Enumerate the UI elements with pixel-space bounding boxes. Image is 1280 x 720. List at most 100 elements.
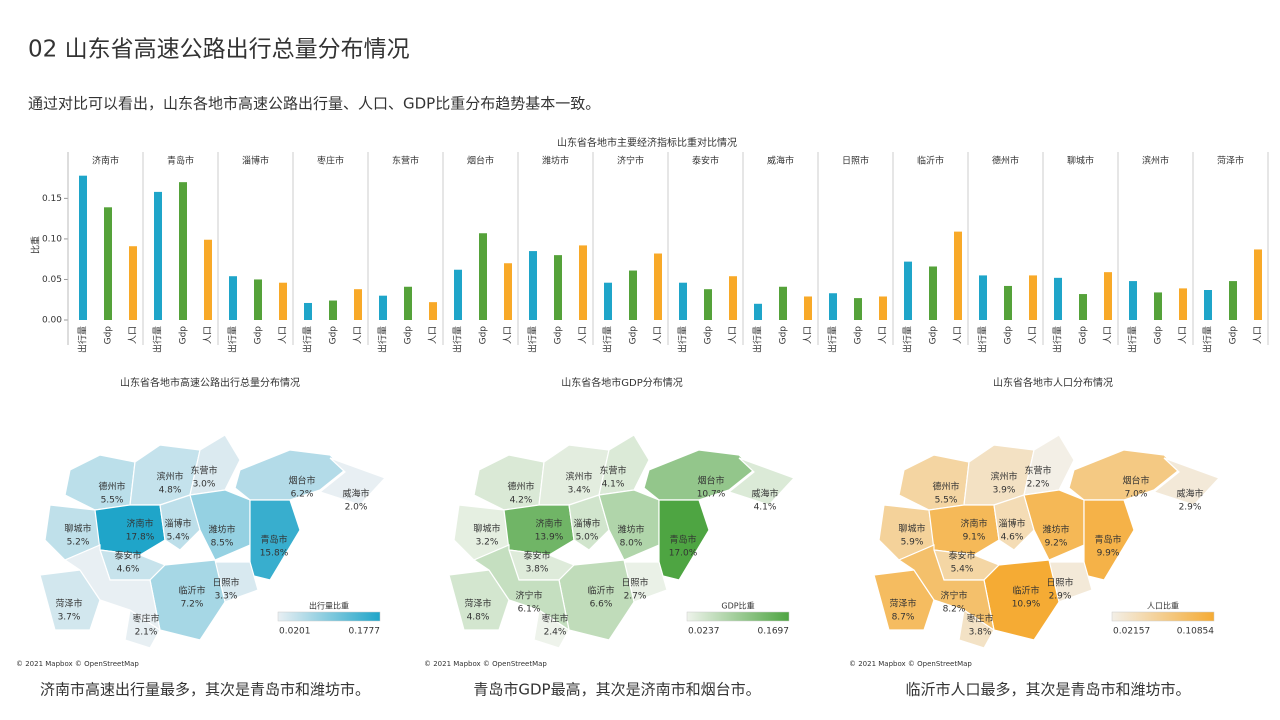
region-value: 10.7%: [697, 490, 726, 500]
region-name: 枣庄市: [132, 613, 159, 625]
bar: [129, 246, 137, 320]
region-value: 6.2%: [291, 490, 314, 500]
x-tick-label: Gdp: [1004, 326, 1014, 345]
region-value: 2.9%: [1049, 592, 1072, 602]
bar: [1004, 285, 1012, 320]
x-tick-label: Gdp: [179, 326, 189, 345]
bar: [854, 298, 862, 320]
facet-label: 德州市: [992, 155, 1019, 167]
bar: [1154, 292, 1162, 320]
region-name: 济宁市: [515, 590, 542, 602]
map-region: [234, 449, 346, 501]
bar: [254, 279, 262, 320]
region-name: 烟台市: [697, 475, 724, 487]
map-credit: © 2021 Mapbox © OpenStreetMap: [849, 660, 972, 668]
region-value: 2.1%: [135, 628, 158, 638]
x-tick-label: 人口: [653, 326, 664, 344]
map-title: 山东省各地市GDP分布情况: [561, 376, 682, 389]
slide-title: 02 山东省高速公路出行总量分布情况: [28, 37, 410, 63]
chart-title: 山东省各地市主要经济指标比重对比情况: [557, 136, 737, 149]
x-tick-label: 人口: [728, 326, 739, 344]
region-value: 4.1%: [754, 503, 777, 513]
bar: [704, 289, 712, 320]
region-name: 滨州市: [990, 471, 1017, 483]
region-value: 2.7%: [624, 592, 647, 602]
x-tick-label: Gdp: [854, 326, 864, 345]
facet-label: 潍坊市: [542, 155, 569, 167]
bar: [204, 239, 212, 320]
region-name: 聊城市: [473, 523, 500, 535]
legend-title: GDP比重: [721, 601, 754, 611]
y-tick-label: 0.10: [42, 234, 62, 244]
region-value: 2.4%: [544, 628, 567, 638]
bar: [679, 282, 687, 320]
x-tick-label: Gdp: [704, 326, 714, 345]
map-region: [159, 494, 201, 551]
bar: [604, 282, 612, 320]
x-tick-label: 出行量: [1052, 326, 1064, 353]
x-tick-label: 出行量: [227, 326, 239, 353]
region-value: 3.0%: [193, 480, 216, 490]
region-value: 17.8%: [126, 533, 155, 543]
region-value: 10.9%: [1012, 600, 1041, 610]
bar: [354, 289, 362, 320]
x-tick-label: 人口: [203, 326, 214, 344]
legend-min: 0.02157: [1113, 627, 1150, 637]
x-tick-label: 人口: [1178, 326, 1189, 344]
map-region: [318, 457, 387, 506]
region-name: 日照市: [1046, 577, 1073, 589]
region-value: 5.0%: [576, 533, 599, 543]
region-value: 3.8%: [969, 628, 992, 638]
x-tick-label: 人口: [1253, 326, 1264, 344]
bar: [879, 296, 887, 320]
facet-label: 烟台市: [467, 155, 494, 167]
region-name: 淄博市: [573, 518, 600, 530]
region-value: 6.1%: [518, 605, 541, 615]
region-value: 5.9%: [901, 538, 924, 548]
x-tick-label: 出行量: [752, 326, 764, 353]
bar: [304, 302, 312, 320]
map-caption: 济南市高速出行量最多，其次是青岛市和潍坊市。: [40, 681, 370, 699]
map-region: [189, 434, 241, 496]
region-name: 泰安市: [523, 550, 550, 562]
region-value: 8.0%: [620, 539, 643, 549]
map-region: [643, 449, 755, 501]
facet-label: 临沂市: [917, 155, 944, 167]
region-value: 3.2%: [476, 538, 499, 548]
x-tick-label: Gdp: [779, 326, 789, 345]
map-region: [727, 457, 796, 506]
region-value: 5.4%: [167, 533, 190, 543]
region-value: 3.7%: [58, 613, 81, 623]
x-tick-label: Gdp: [254, 326, 264, 345]
x-tick-label: 人口: [353, 326, 364, 344]
region-name: 济南市: [960, 518, 987, 530]
map-title: 山东省各地市人口分布情况: [993, 376, 1113, 389]
bar: [954, 231, 962, 320]
bar: [154, 191, 162, 320]
region-name: 济宁市: [940, 590, 967, 602]
region-name: 泰安市: [948, 550, 975, 562]
legend-max: 0.1697: [758, 627, 790, 637]
map-region: [1083, 499, 1135, 581]
bar: [1029, 275, 1037, 320]
region-value: 5.4%: [951, 565, 974, 575]
region-name: 淄博市: [998, 518, 1025, 530]
bar: [1054, 277, 1062, 320]
region-name: 滨州市: [156, 471, 183, 483]
bar: [104, 207, 112, 320]
region-value: 9.1%: [963, 533, 986, 543]
map-caption: 青岛市GDP最高，其次是济南市和烟台市。: [473, 681, 760, 699]
bar: [1204, 290, 1212, 320]
x-tick-label: 出行量: [1202, 326, 1214, 353]
bar: [1229, 281, 1237, 320]
region-name: 菏泽市: [889, 598, 916, 610]
region-name: 威海市: [751, 488, 778, 500]
x-tick-label: Gdp: [329, 326, 339, 345]
x-tick-label: 人口: [803, 326, 814, 344]
bar: [279, 282, 287, 320]
x-tick-label: Gdp: [104, 326, 114, 345]
region-value: 6.6%: [590, 600, 613, 610]
x-tick-label: 出行量: [827, 326, 839, 353]
legend-bar: [1111, 611, 1215, 622]
